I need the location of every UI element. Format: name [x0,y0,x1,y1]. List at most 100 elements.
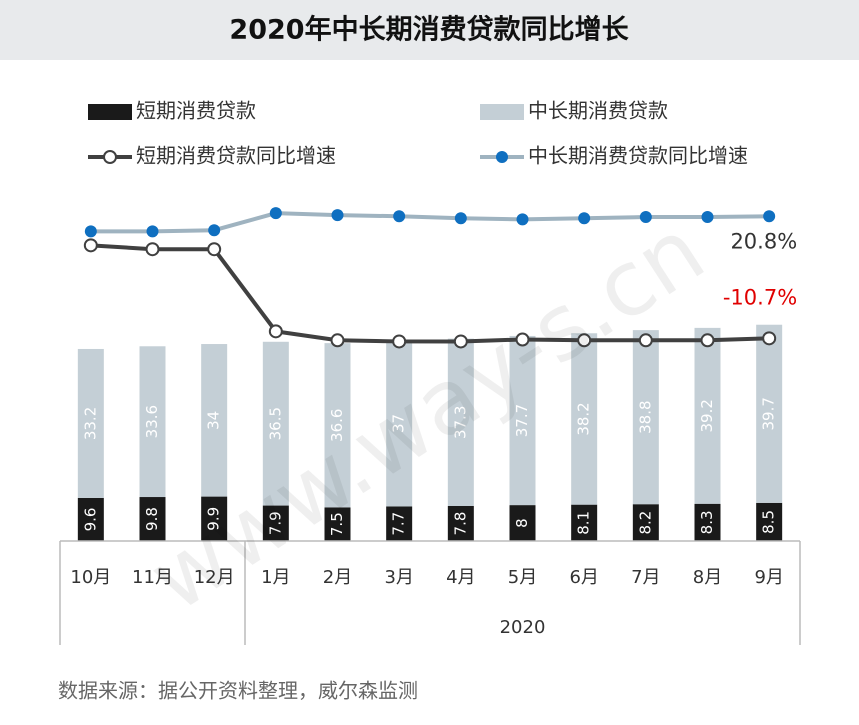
x-tick-label: 12月 [194,567,235,588]
chart-title: 2020年中长期消费贷款同比增长 [229,14,629,46]
bar-value-label: 33.6 [143,405,161,438]
bar-value-label: 37.7 [513,404,531,437]
line-value-label: -10.7% [723,285,797,309]
x-tick-label: 3月 [384,567,413,588]
bar [139,497,166,541]
line-marker [83,238,98,253]
legend-marker [496,151,508,163]
legend-swatch [480,104,524,120]
bar-value-label: 7.5 [328,512,346,536]
line-marker [763,210,776,223]
bar [632,330,659,505]
x-group-label: 2020 [500,617,546,638]
bar [571,333,598,505]
bar-value-label: 7.9 [266,511,284,535]
x-tick-label: 1月 [261,567,290,588]
line-marker [577,333,592,348]
bar [632,504,659,541]
bar-value-label: 38.2 [575,402,593,435]
line-marker [268,324,283,339]
x-tick-label: 8月 [693,567,722,588]
line-marker [207,242,222,257]
legend-marker [103,150,117,164]
x-tick-label: 11月 [132,567,173,588]
bar-value-label: 33.2 [81,407,99,440]
line-marker [638,333,653,348]
bar-value-label: 8.1 [575,511,593,535]
line-marker [331,209,344,222]
bar [324,343,351,508]
line-marker [454,212,467,225]
x-tick-label: 10月 [70,567,111,588]
bar-value-label: 8.3 [698,510,716,534]
bar [386,340,413,507]
source: 数据来源：据公开资料整理，威尔森监测 [58,679,418,703]
legend-label: 中长期消费贷款同比增速 [528,144,748,168]
x-tick-label: 7月 [631,567,660,588]
bar [694,327,721,504]
bar [262,341,289,506]
line-value-label: 20.8% [730,229,797,253]
bar [694,503,721,541]
bar-value-label: 8 [513,518,531,528]
line-marker [393,210,406,223]
bar [201,344,228,497]
bar [509,505,536,541]
bar [77,348,104,498]
title-bar [0,0,859,60]
line-marker [146,225,159,238]
line-marker [762,331,777,346]
line-marker [330,333,345,348]
bar-value-label: 9.8 [143,507,161,531]
bar-value-label: 39.2 [698,399,716,432]
x-tick-label: 5月 [508,567,537,588]
x-tick-label: 6月 [569,567,598,588]
line-marker [269,207,282,220]
bar [756,324,783,503]
x-tick-label: 9月 [754,567,783,588]
bar-value-label: 9.9 [205,507,223,531]
x-tick-label: 2月 [323,567,352,588]
bar-value-label: 8.2 [636,511,654,535]
line-marker [516,213,529,226]
bar [386,506,413,541]
bar [262,505,289,541]
line-marker [639,211,652,224]
bar-value-label: 7.7 [390,512,408,536]
legend-label: 短期消费贷款同比增速 [136,144,336,168]
bar-value-label: 38.8 [636,400,654,433]
bar-value-label: 37 [390,414,408,433]
bar-value-label: 9.6 [81,508,99,532]
line-marker [701,211,714,224]
line-marker [700,333,715,348]
line-marker [84,225,97,238]
line [90,211,770,234]
bar [756,502,783,541]
line-marker [578,212,591,225]
legend-swatch [88,104,132,120]
bar-value-label: 36.6 [328,409,346,442]
bar [447,506,474,541]
line-marker [515,332,530,347]
bar-value-label: 7.8 [451,512,469,536]
legend-label: 短期消费贷款 [136,99,256,123]
bar-value-label: 39.7 [760,397,778,430]
bar [139,346,166,498]
line-marker [208,224,221,237]
bar [571,504,598,541]
bar-value-label: 8.5 [760,510,778,534]
line-marker [453,334,468,349]
bar [324,507,351,541]
line [90,243,770,344]
line-marker [145,242,160,257]
legend-label: 中长期消费贷款 [528,99,668,123]
x-tick-label: 4月 [446,567,475,588]
bar [509,335,536,506]
bar-value-label: 37.3 [451,406,469,439]
bar-value-label: 34 [205,411,223,430]
line-marker [392,334,407,349]
bar-value-label: 36.5 [266,407,284,440]
bar [447,338,474,507]
